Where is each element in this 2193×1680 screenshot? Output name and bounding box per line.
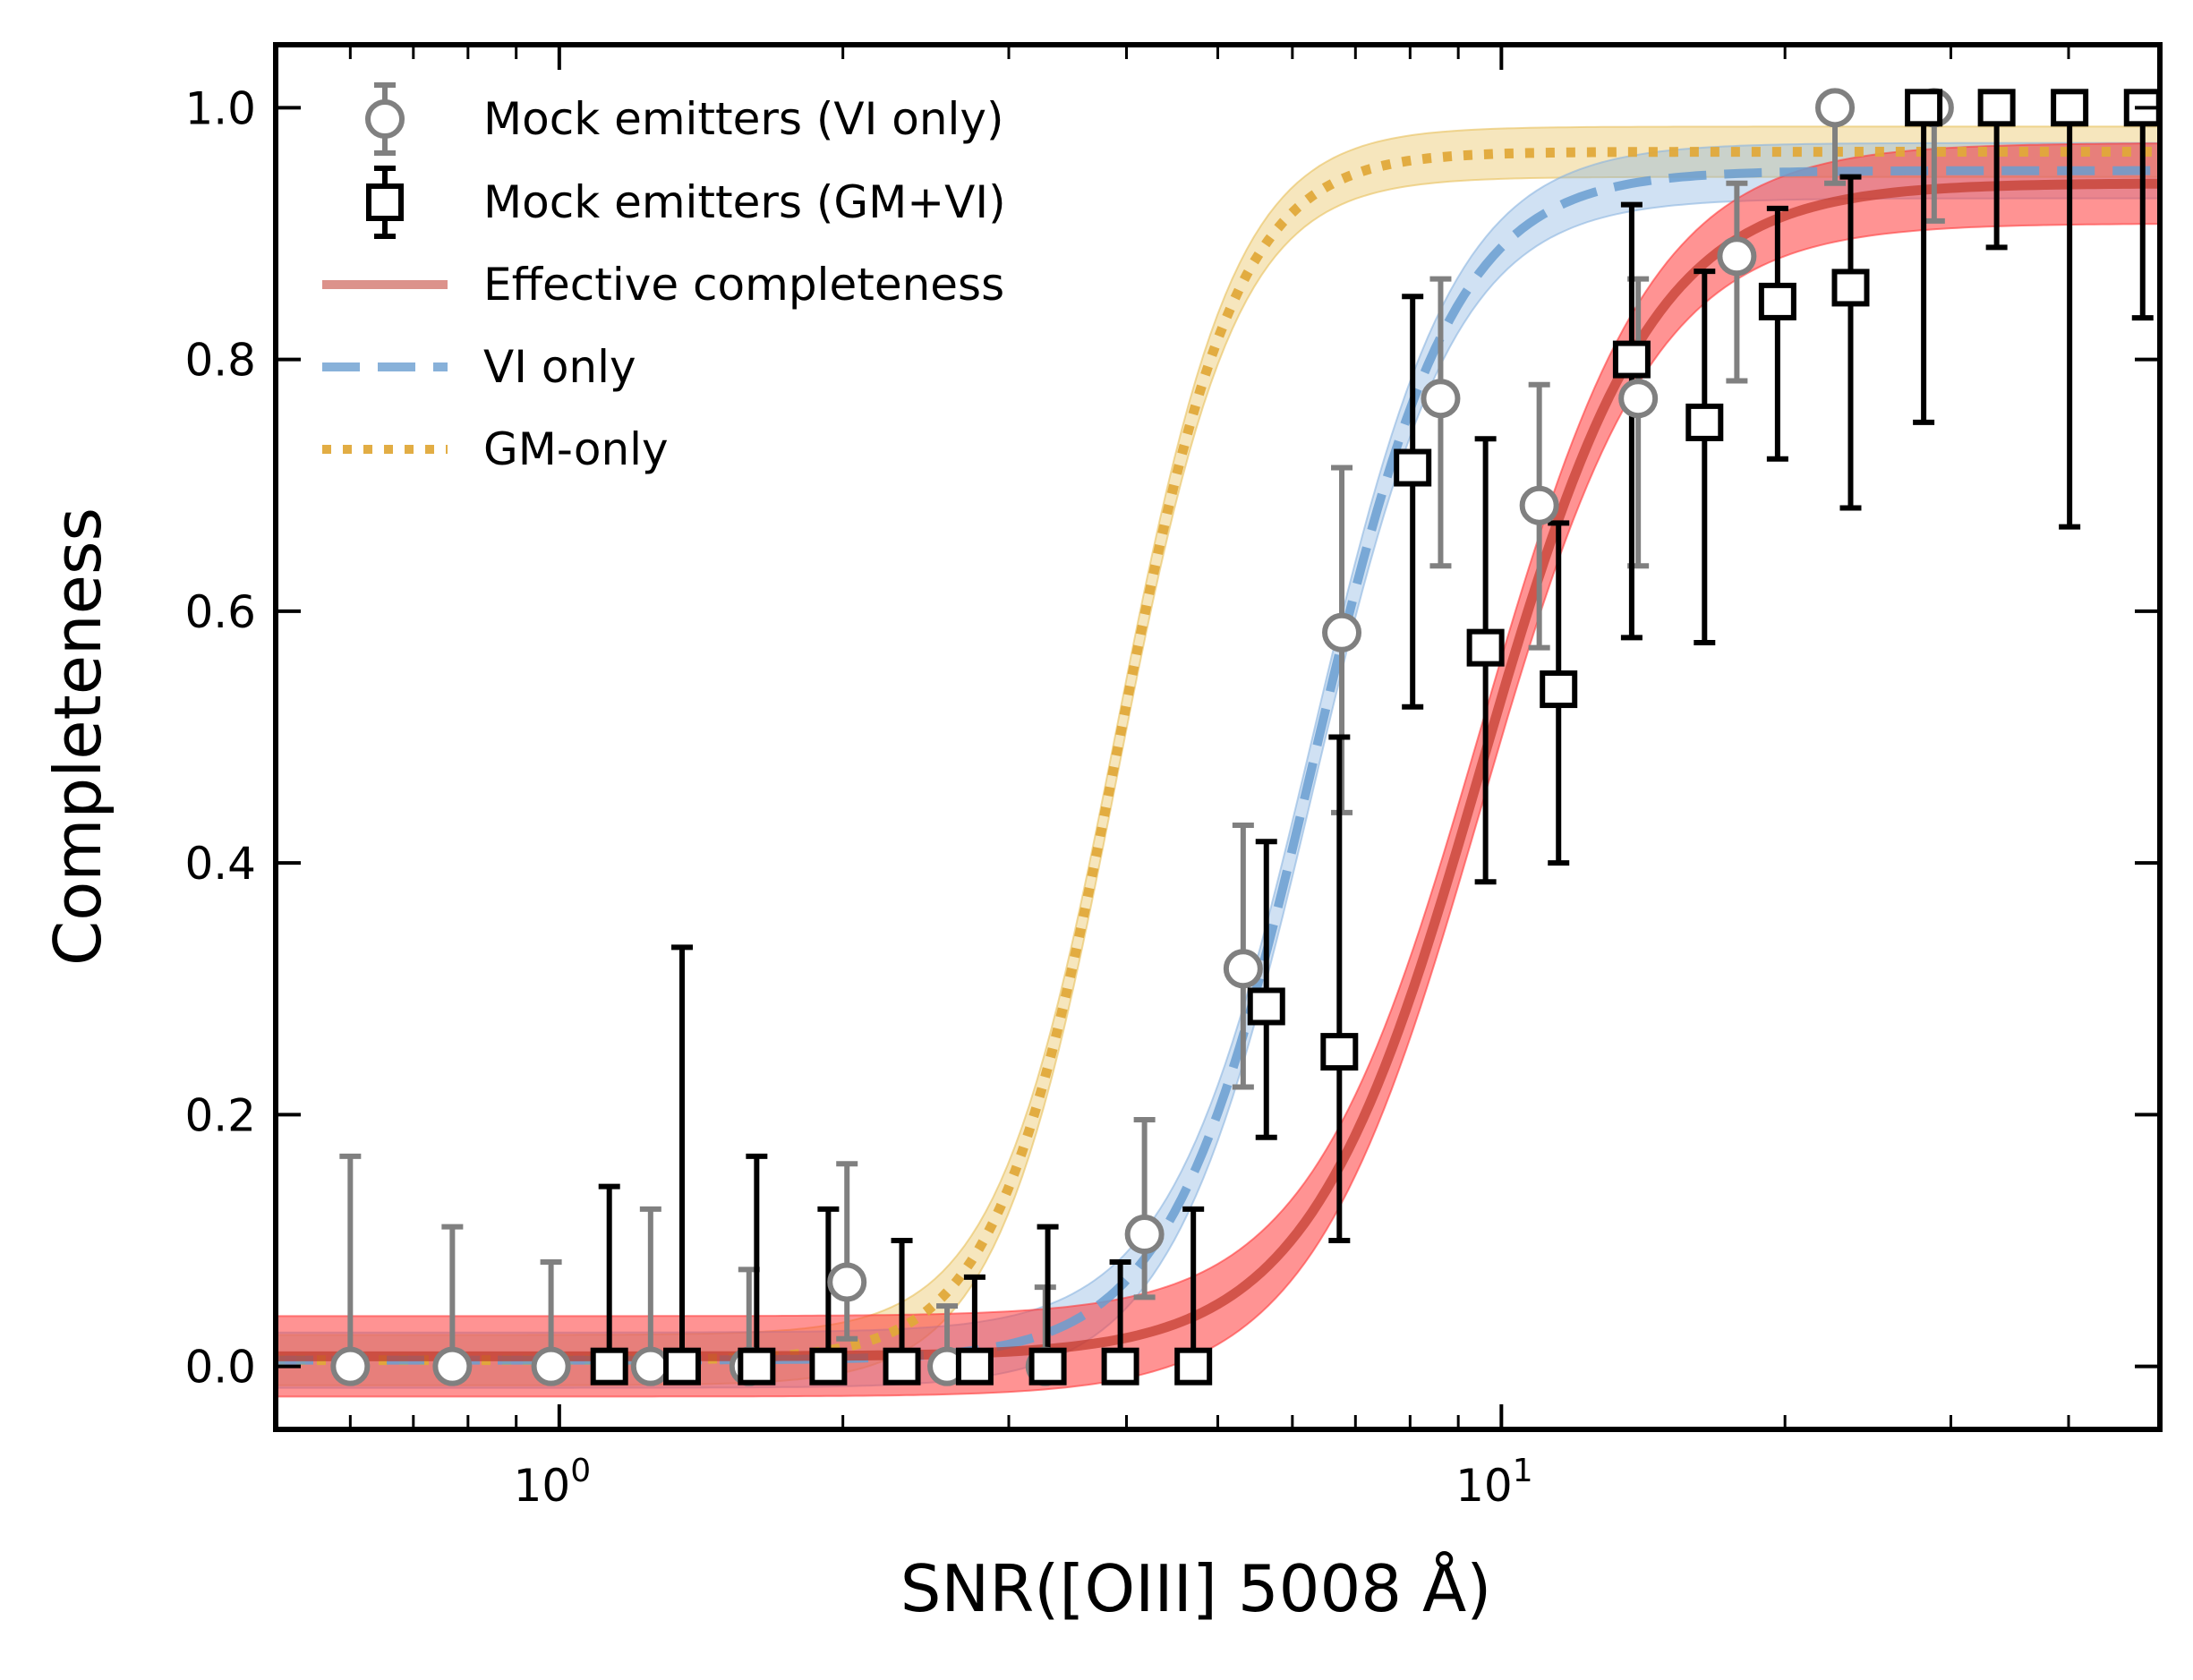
y-tick-label: 0.6: [184, 586, 256, 638]
plot-frame: [273, 42, 2163, 1432]
vi-only-point: [1421, 379, 1461, 419]
vi-only-point: [1717, 236, 1757, 277]
vi-only-point: [1519, 485, 1559, 525]
vi-only-point: [1223, 949, 1263, 989]
vi-only-point: [432, 1346, 473, 1386]
x-tick-label: 101: [1455, 1453, 1533, 1512]
band-effective-completeness: [276, 142, 2160, 1398]
gm-vi-point: [1101, 1347, 1139, 1386]
legend-label: Mock emitters (VI only): [483, 93, 1004, 145]
vi-only-point: [1322, 612, 1362, 652]
gm-vi-point: [809, 1347, 848, 1386]
gm-vi-point: [1320, 1033, 1359, 1071]
gm-vi-point: [1905, 89, 1943, 127]
legend-label: Mock emitters (GM+VI): [483, 176, 1006, 228]
legend-label: Effective completeness: [483, 259, 1004, 311]
vi-only-point: [330, 1346, 371, 1386]
y-tick-label: 0.4: [184, 838, 256, 890]
legend-label: GM-only: [483, 423, 669, 475]
y-tick-label: 0.0: [184, 1342, 256, 1394]
x-tick-label: 100: [514, 1453, 592, 1512]
plot-area: [276, 45, 2160, 1429]
y-tick-label: 1.0: [184, 82, 256, 134]
curve-effective-completeness: [276, 178, 2160, 1361]
gm-vi-point: [955, 1347, 994, 1386]
gm-vi-point: [1247, 987, 1285, 1026]
vi-only-point: [1124, 1215, 1165, 1255]
gm-vi-point: [1174, 1347, 1213, 1386]
gm-vi-point: [1394, 448, 1432, 487]
gm-vi-point: [1977, 89, 2016, 127]
gm-vi-point: [1540, 670, 1578, 709]
legend-circle-marker: [365, 99, 405, 139]
vi-only-point: [630, 1346, 670, 1386]
vi-only-point: [531, 1346, 571, 1386]
gm-vi-point: [1758, 282, 1796, 320]
legend-square-marker: [366, 183, 404, 221]
gm-vi-point: [1685, 403, 1724, 441]
legend-label: VI only: [483, 341, 636, 393]
gm-vi-point: [2051, 89, 2089, 127]
gm-vi-point: [1028, 1347, 1067, 1386]
gm-vi-point: [590, 1347, 628, 1386]
gm-vi-point: [1466, 628, 1505, 667]
x-axis-label: SNR([OIII] 5008 Å): [900, 1551, 1492, 1626]
vi-only-point: [1618, 379, 1659, 419]
y-axis-label: Completeness: [40, 507, 115, 966]
gm-vi-point: [883, 1347, 921, 1386]
gm-vi-point: [1831, 269, 1870, 307]
gm-vi-point: [1612, 340, 1651, 379]
y-tick-label: 0.2: [184, 1089, 256, 1141]
vi-only-point: [1815, 88, 1856, 128]
gm-vi-point: [663, 1347, 702, 1386]
y-tick-label: 0.8: [184, 335, 256, 387]
legend: Mock emitters (VI only) Mock emitters (GM…: [322, 82, 1006, 475]
vi-only-point: [827, 1262, 867, 1302]
gm-vi-point: [738, 1347, 776, 1386]
